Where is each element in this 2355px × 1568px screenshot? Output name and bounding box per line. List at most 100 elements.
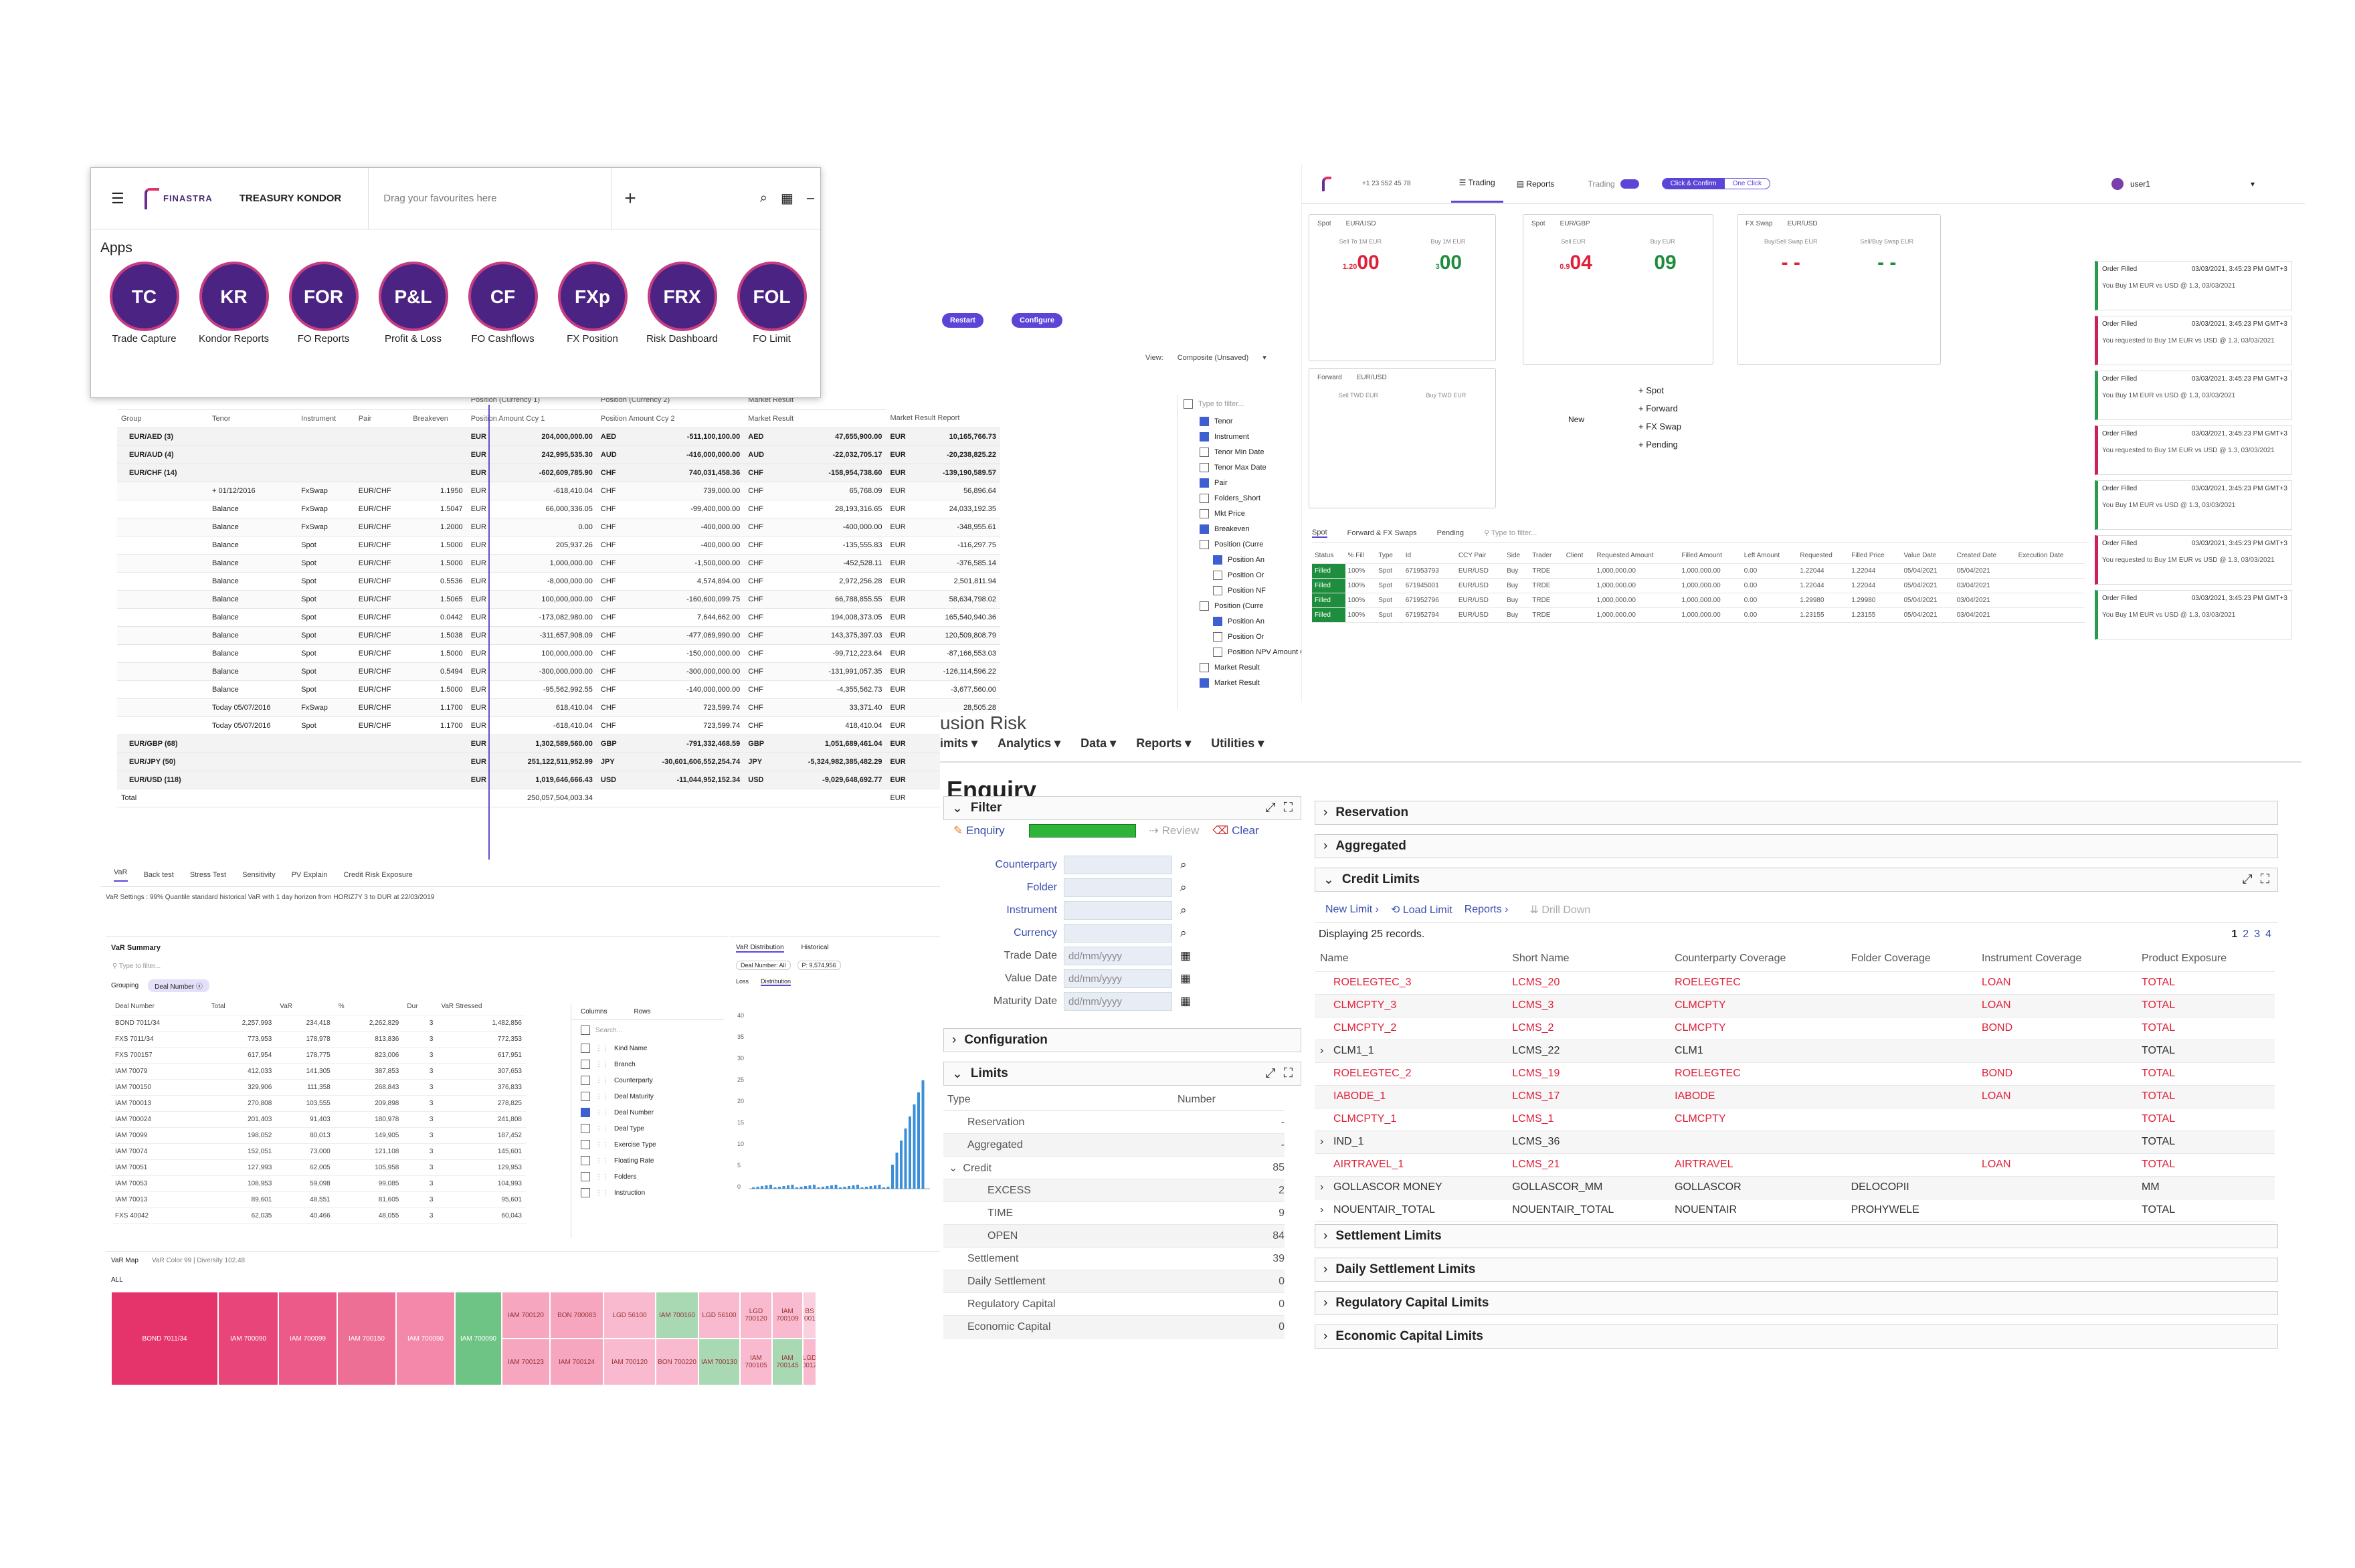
section-reservation[interactable]: › Reservation [1315,801,2278,825]
column-option[interactable]: Tenor Max Date [1178,460,1358,475]
table-row[interactable]: FXS 7011/34 773,953 178,978 813,836 3 772,353 [111,1031,526,1048]
buy-price[interactable]: - - [1877,252,1896,274]
heatmap-cell[interactable]: IAM 700090 [396,1292,455,1385]
page-link[interactable]: 3 [2254,928,2261,940]
page-link[interactable]: 2 [2243,928,2249,940]
table-row[interactable]: AIRTRAVEL_1 LCMS_21 AIRTRAVEL LOAN TOTAL [1315,1153,2275,1177]
column-filter-input[interactable]: Type to filter... [1178,395,1358,413]
checkbox[interactable] [581,1108,590,1117]
new-ticket-option[interactable]: + FX Swap [1638,421,1681,431]
heatmap-cell[interactable]: IAM 700123 [502,1339,550,1385]
heatmap-cell[interactable]: IAM 700090 [455,1292,502,1385]
table-row[interactable]: EUR/USD (118) EUR 1,019,646,666.43 USD -11,0… [117,771,1000,789]
checkbox[interactable] [581,1076,590,1085]
column-header[interactable]: Group [117,409,209,428]
section-aggregated[interactable]: › Aggregated [1315,834,2278,858]
new-ticket-option[interactable]: + Spot [1638,385,1664,395]
calendar-icon[interactable]: ▦ [1180,995,1192,1007]
column-header[interactable]: Tenor [208,409,298,428]
heatmap-cell[interactable]: IAM 700120 [502,1292,550,1339]
table-row[interactable]: Today 05/07/2016 FxSwap EUR/CHF 1.1700 EUR 61… [117,698,1000,717]
column-option[interactable]: Market Result [1178,660,1358,675]
checkbox[interactable] [581,1172,590,1181]
notification-card[interactable]: Order Filled 03/03/2021, 3:45:23 PM GMT+3… [2095,371,2292,420]
column-header[interactable]: Filled Price [1849,549,1901,564]
heatmap-cell[interactable]: BOND 7011/34 [111,1292,218,1385]
column-option[interactable]: Position Or [1178,567,1358,583]
sell-price[interactable]: - - [1782,252,1800,274]
column-option[interactable]: Breakeven [1178,521,1358,536]
table-row[interactable]: IAM 700024 201,403 91,403 180,978 3 241,808 [111,1111,526,1128]
column-header[interactable]: Market Result [744,409,886,428]
column-header[interactable]: Deal Number [111,999,207,1015]
checkbox[interactable] [1200,678,1209,688]
blotter-filter[interactable]: ⚲ Type to filter... [1484,528,1537,537]
column-header[interactable]: Position Amount Ccy 2 [596,409,745,428]
table-row[interactable]: IAM 70013 89,601 48,551 81,605 3 95,601 [111,1191,526,1208]
drill-down-button[interactable]: ⇊ Drill Down [1530,903,1591,916]
column-option[interactable]: Folders_Short [1178,490,1358,506]
checkbox[interactable] [1213,570,1222,580]
column-header[interactable]: % [334,999,403,1015]
table-row[interactable]: Balance Spot EUR/CHF 0.5536 EUR -8,000,000.00… [117,572,1000,591]
limits-row[interactable]: Regulatory Capital 0 [943,1293,1285,1316]
heatmap-cell[interactable]: IAM 700109 [772,1292,803,1339]
checkbox[interactable] [1184,399,1193,409]
heatmap-cell[interactable]: IAM 700145 [772,1339,803,1385]
limits-row[interactable]: Reservation - [943,1111,1285,1134]
clear-button[interactable]: ⌫ Clear [1212,824,1258,838]
table-row[interactable]: CLMCPTY_1 LCMS_1 CLMCPTY TOTAL [1315,1108,2275,1131]
table-row[interactable]: › IND_1 LCMS_36 TOTAL [1315,1131,2275,1154]
heatmap-cell[interactable]: IAM 700105 [740,1339,772,1385]
checkbox[interactable] [1213,631,1222,642]
filter-field-label[interactable]: Counterparty [995,859,1058,870]
enquiry-button[interactable]: ✎ Enquiry [953,824,1005,838]
table-row[interactable]: CLMCPTY_3 LCMS_3 CLMCPTY LOAN TOTAL [1315,994,2275,1017]
heatmap-cell[interactable]: IAM 700099 [278,1292,337,1385]
table-row[interactable]: Filled 100% Spot 671952796 EUR/USD Buy TRDE 1,0… [1312,593,2085,608]
app-tile-fol[interactable]: FOL FO Limit [736,262,808,345]
chevron-down-icon[interactable]: ⌄ [949,1162,958,1174]
app-tile-cf[interactable]: CF FO Cashflows [467,262,539,345]
trading-toggle[interactable] [1620,179,1639,189]
calendar-icon[interactable]: ▦ [1180,949,1192,962]
tab-historical[interactable]: Historical [801,944,829,951]
table-row[interactable]: BOND 7011/34 2,257,993 234,418 2,262,829 3 1,… [111,1015,526,1032]
checkbox[interactable] [581,1140,590,1149]
column-header[interactable]: Dur [403,999,438,1015]
filter-field-input[interactable] [1064,901,1172,920]
drag-handle-icon[interactable]: ⋮⋮ [595,1141,609,1149]
checkbox[interactable] [581,1025,590,1035]
notification-card[interactable]: Order Filled 03/03/2021, 3:45:23 PM GMT+3… [2095,590,2292,640]
review-button[interactable]: ⇢ Review [1149,824,1200,838]
page-link[interactable]: 1 [2231,928,2238,940]
favourites-bar[interactable]: Drag your favourites here [368,168,613,229]
table-row[interactable]: CLMCPTY_2 LCMS_2 CLMCPTY BOND TOTAL [1315,1017,2275,1040]
table-row[interactable]: EUR/GBP (68) EUR 1,302,589,560.00 GBP -791,3… [117,734,1000,753]
table-row[interactable]: IAM 70051 127,993 62,005 105,958 3 129,953 [111,1159,526,1176]
field-option[interactable]: ⋮⋮ Floating Rate [571,1153,725,1169]
subtab-distribution[interactable]: Distribution [761,978,791,986]
drag-handle-icon[interactable]: ⋮⋮ [595,1060,609,1068]
notification-card[interactable]: Order Filled 03/03/2021, 3:45:23 PM GMT+3… [2095,316,2292,365]
table-row[interactable]: FXS 700157 617,954 178,775 823,006 3 617,951 [111,1047,526,1064]
tab-var-distribution[interactable]: VaR Distribution [736,944,784,953]
column-header[interactable]: Left Amount [1741,549,1798,564]
grid-icon[interactable]: ▦ [780,191,793,206]
field-option[interactable]: ⋮⋮ Deal Maturity [571,1088,725,1104]
notification-card[interactable]: Order Filled 03/03/2021, 3:45:23 PM GMT+3… [2095,425,2292,475]
limits-row[interactable]: Daily Settlement 0 [943,1270,1285,1293]
restart-button[interactable]: Restart [942,313,983,328]
reports-button[interactable]: Reports › [1464,903,1509,915]
table-row[interactable]: Balance Spot EUR/CHF 1.5000 EUR 205,937.26 CHF… [117,536,1000,555]
field-option[interactable]: ⋮⋮ Counterparty [571,1072,725,1088]
drag-handle-icon[interactable]: ⋮⋮ [595,1092,609,1100]
search-icon[interactable]: ⌕ [1180,858,1187,871]
maximize-icon[interactable]: ⛶ [1283,1066,1293,1080]
checkbox[interactable] [1200,478,1209,488]
sell-price[interactable]: 0.904 [1560,252,1592,274]
heatmap-cell[interactable]: IAM 700090 [218,1292,278,1385]
menu-item[interactable]: Reports ▾ [1136,737,1192,750]
column-header[interactable]: Instrument [297,409,355,428]
checkbox[interactable] [1213,616,1222,626]
